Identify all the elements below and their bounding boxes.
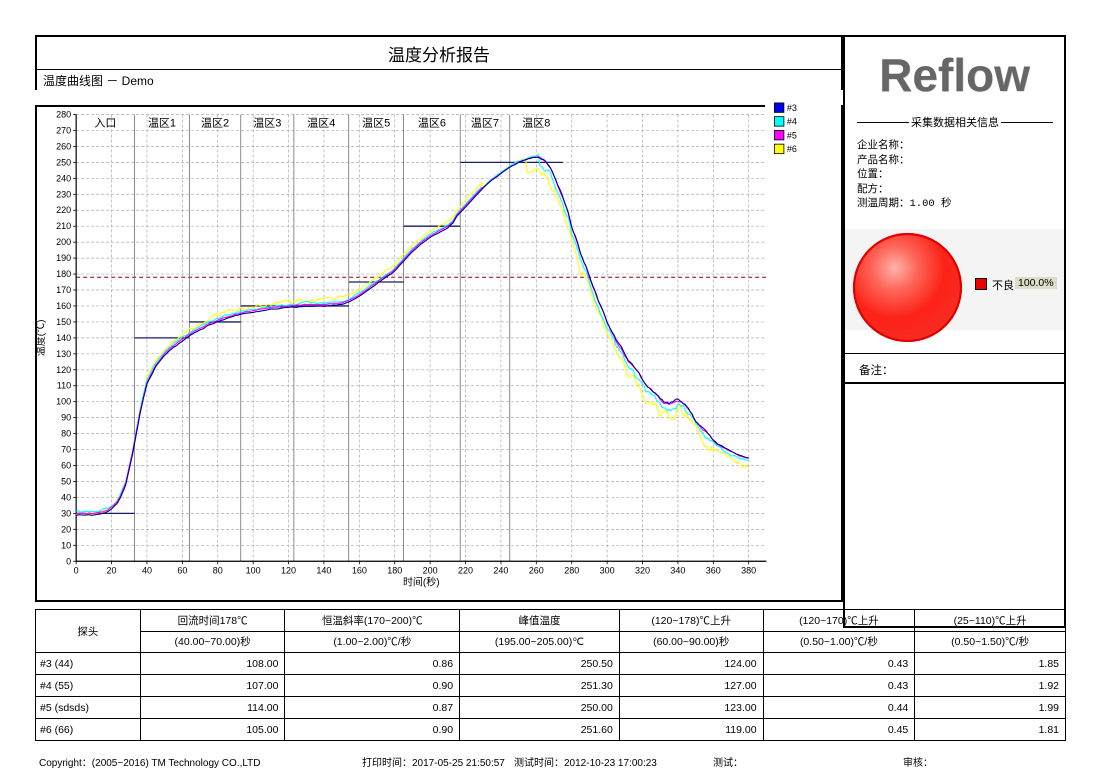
svg-text:110: 110 xyxy=(57,381,71,391)
svg-text:270: 270 xyxy=(56,125,71,135)
svg-text:300: 300 xyxy=(600,565,615,575)
svg-text:80: 80 xyxy=(213,565,223,575)
svg-text:0: 0 xyxy=(74,565,79,575)
svg-text:70: 70 xyxy=(61,445,71,455)
svg-text:20: 20 xyxy=(61,524,71,534)
svg-text:#5: #5 xyxy=(787,130,797,140)
svg-text:80: 80 xyxy=(61,429,71,439)
svg-text:320: 320 xyxy=(635,565,650,575)
svg-text:90: 90 xyxy=(61,413,71,423)
svg-text:250: 250 xyxy=(56,157,71,167)
svg-text:20: 20 xyxy=(107,565,117,575)
svg-text:0: 0 xyxy=(66,556,71,566)
svg-text:温区1: 温区1 xyxy=(148,117,176,130)
svg-text:60: 60 xyxy=(61,461,71,471)
svg-text:220: 220 xyxy=(56,205,71,215)
svg-text:160: 160 xyxy=(56,301,71,311)
svg-text:160: 160 xyxy=(352,565,367,575)
svg-text:温区5: 温区5 xyxy=(362,117,390,130)
svg-text:#4: #4 xyxy=(787,117,797,127)
svg-text:温区8: 温区8 xyxy=(522,117,550,130)
svg-text:170: 170 xyxy=(56,285,71,295)
svg-text:200: 200 xyxy=(423,565,438,575)
svg-text:100: 100 xyxy=(56,397,71,407)
svg-text:260: 260 xyxy=(56,141,71,151)
svg-text:340: 340 xyxy=(670,565,685,575)
svg-text:240: 240 xyxy=(493,565,508,575)
svg-text:40: 40 xyxy=(142,565,152,575)
svg-text:280: 280 xyxy=(56,110,71,120)
svg-text:230: 230 xyxy=(56,189,71,199)
svg-text:240: 240 xyxy=(56,173,71,183)
svg-text:140: 140 xyxy=(56,333,71,343)
svg-text:280: 280 xyxy=(564,565,579,575)
svg-text:260: 260 xyxy=(529,565,544,575)
svg-text:140: 140 xyxy=(316,565,331,575)
svg-text:60: 60 xyxy=(177,565,187,575)
svg-text:210: 210 xyxy=(56,221,71,231)
svg-text:时间(秒): 时间(秒) xyxy=(403,575,440,588)
svg-text:380: 380 xyxy=(741,565,756,575)
svg-text:130: 130 xyxy=(56,349,71,359)
svg-text:温区6: 温区6 xyxy=(418,117,446,130)
svg-text:入口: 入口 xyxy=(94,118,116,130)
svg-text:150: 150 xyxy=(56,317,71,327)
svg-text:温区2: 温区2 xyxy=(201,117,229,130)
svg-text:温区3: 温区3 xyxy=(253,117,281,130)
svg-text:360: 360 xyxy=(706,565,721,575)
svg-text:10: 10 xyxy=(61,540,71,550)
svg-text:温度(℃): 温度(℃) xyxy=(34,320,47,357)
svg-text:#6: #6 xyxy=(787,144,797,154)
svg-text:温区7: 温区7 xyxy=(471,117,499,130)
svg-text:120: 120 xyxy=(56,365,71,375)
svg-text:120: 120 xyxy=(281,565,296,575)
svg-text:30: 30 xyxy=(61,508,71,518)
svg-text:180: 180 xyxy=(387,565,402,575)
svg-text:220: 220 xyxy=(458,565,473,575)
svg-text:180: 180 xyxy=(56,269,71,279)
svg-text:40: 40 xyxy=(61,492,71,502)
svg-text:100: 100 xyxy=(246,565,261,575)
svg-text:温区4: 温区4 xyxy=(307,117,335,130)
svg-text:50: 50 xyxy=(61,476,71,486)
svg-text:#3: #3 xyxy=(787,103,797,113)
svg-text:200: 200 xyxy=(56,237,71,247)
svg-text:190: 190 xyxy=(56,253,71,263)
